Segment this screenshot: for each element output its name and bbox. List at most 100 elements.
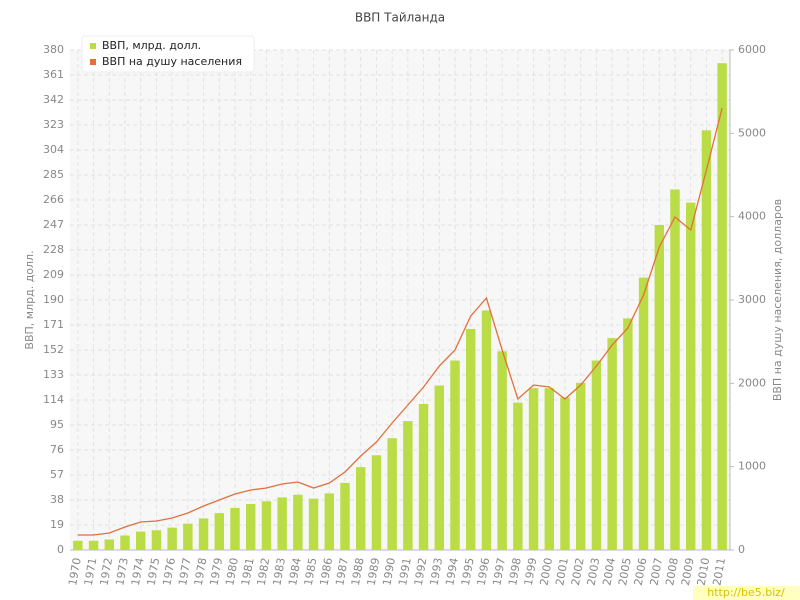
x-tick-label: 2003 [585, 557, 603, 587]
x-tick-label: 2007 [648, 557, 666, 587]
y2-tick-label: 6000 [738, 43, 766, 56]
bar [638, 277, 649, 550]
x-tick-label: 1993 [428, 557, 446, 587]
bar [654, 225, 664, 550]
y2-tick-label: 0 [738, 543, 745, 556]
x-tick-label: 1986 [318, 557, 336, 587]
bar [261, 501, 272, 550]
x-tick-label: 1988 [349, 557, 367, 587]
x-tick-label: 2005 [616, 557, 634, 587]
bar [277, 497, 287, 550]
bar [167, 527, 177, 550]
bar [434, 385, 444, 550]
x-tick-label: 1994 [443, 557, 461, 587]
bar [528, 388, 539, 550]
bar [183, 523, 193, 550]
y-tick-label: 133 [43, 368, 64, 381]
x-tick-label: 2006 [632, 557, 650, 587]
x-tick-label: 1999 [522, 557, 540, 587]
bar [560, 397, 570, 550]
x-tick-label: 1984 [286, 557, 304, 587]
y-tick-label: 285 [43, 168, 64, 181]
x-tick-label: 1978 [192, 557, 210, 587]
bar [120, 535, 130, 550]
x-tick-label: 1981 [239, 557, 257, 587]
y-tick-label: 228 [43, 243, 64, 256]
x-tick-label: 1992 [412, 557, 430, 587]
x-tick-label: 1973 [113, 557, 131, 587]
y-tick-label: 152 [43, 343, 64, 356]
bar [607, 338, 617, 550]
bar [670, 189, 680, 550]
bar [104, 539, 114, 550]
y-tick-label: 38 [50, 493, 64, 506]
x-tick-label: 1987 [333, 557, 351, 587]
x-tick-label: 1976 [160, 557, 178, 587]
legend-swatch [90, 59, 96, 65]
x-tick-label: 1971 [82, 557, 100, 587]
y-tick-label: 304 [43, 143, 64, 156]
bar [403, 421, 413, 550]
x-tick-label: 2008 [663, 557, 681, 587]
bar [198, 518, 209, 550]
bar [88, 540, 99, 550]
bar [701, 130, 712, 550]
x-tick-label: 2004 [600, 557, 618, 587]
y-tick-label: 323 [43, 118, 64, 131]
line [77, 107, 723, 536]
y-tick-label: 190 [43, 293, 64, 306]
y2-tick-label: 3000 [738, 293, 766, 306]
bar [513, 402, 523, 550]
y-tick-label: 19 [50, 518, 64, 531]
bar [591, 360, 602, 550]
bar [717, 63, 727, 550]
y-tick-label: 76 [50, 443, 64, 456]
y-tick-label: 247 [43, 218, 64, 231]
legend-label: ВВП на душу населения [102, 55, 242, 68]
y-tick-label: 57 [50, 468, 64, 481]
x-tick-label: 2000 [538, 557, 556, 587]
x-tick-label: 1995 [459, 557, 477, 587]
bar [371, 455, 382, 550]
x-tick-label: 1975 [145, 557, 163, 587]
x-tick-label: 1991 [396, 557, 414, 587]
y-tick-label: 209 [43, 268, 64, 281]
y2-tick-label: 2000 [738, 376, 766, 389]
bar [686, 202, 696, 550]
y-tick-label: 95 [50, 418, 64, 431]
bar [466, 328, 476, 550]
bar [214, 513, 224, 550]
x-tick-label: 2001 [553, 557, 571, 587]
bar [324, 493, 334, 550]
legend-box [81, 35, 255, 73]
legend-label: ВВП, млрд. долл. [102, 39, 201, 52]
bar [293, 494, 303, 550]
x-tick-label: 1970 [66, 557, 84, 587]
y-tick-label: 342 [43, 93, 64, 106]
bar [387, 438, 397, 550]
x-tick-label: 1990 [380, 557, 398, 587]
y-tick-label: 380 [43, 43, 64, 56]
y-tick-label: 0 [57, 543, 64, 556]
x-tick-label: 1983 [270, 557, 288, 587]
x-tick-label: 1974 [129, 557, 147, 587]
bar [246, 503, 256, 550]
x-tick-label: 2002 [569, 557, 587, 587]
x-tick-label: 2011 [710, 557, 728, 587]
watermark-bg [693, 586, 800, 600]
bar [450, 360, 460, 550]
y2-tick-label: 4000 [738, 210, 766, 223]
x-tick-label: 2010 [695, 557, 713, 587]
chart-title: ВВП Тайланда [355, 11, 445, 25]
x-tick-label: 1997 [490, 557, 508, 587]
y2-tick-label: 1000 [738, 460, 766, 473]
bar [151, 530, 162, 550]
y-tick-label: 361 [43, 68, 64, 81]
y-tick-label: 171 [43, 318, 64, 331]
y-axis-label: ВВП, млрд. долл. [23, 250, 36, 349]
bar [576, 382, 586, 550]
x-tick-label: 1972 [98, 557, 116, 587]
bar [136, 531, 146, 550]
y-tick-label: 266 [43, 193, 64, 206]
x-tick-label: 2009 [679, 557, 697, 587]
